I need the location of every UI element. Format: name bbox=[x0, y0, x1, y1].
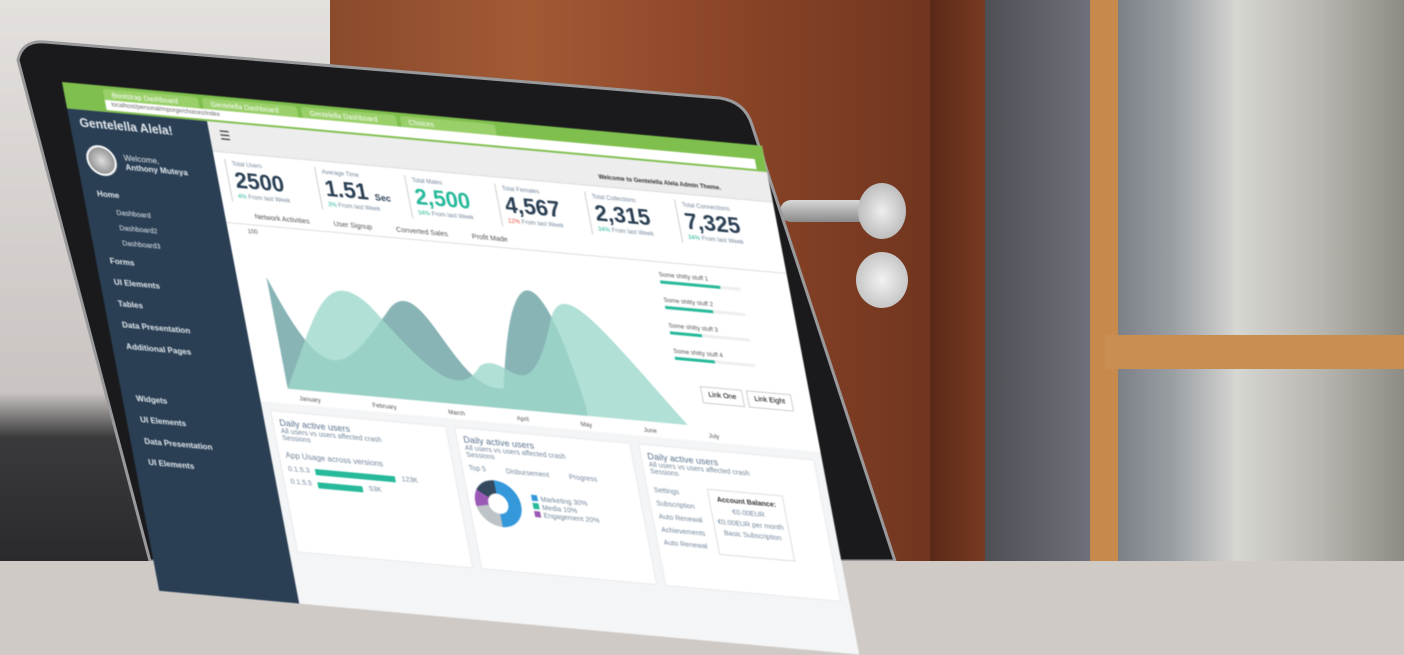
usage-bar bbox=[315, 468, 397, 482]
panel-top5: Daily active users All users vs users af… bbox=[454, 426, 658, 586]
progress-item: Some shitty stuff 2 bbox=[663, 298, 746, 317]
stat-card: Total Connections 7,325 34% From last Wee… bbox=[674, 199, 773, 251]
area-chart bbox=[266, 276, 688, 425]
shelf-plank bbox=[1105, 335, 1404, 369]
stat-change: 34% bbox=[417, 210, 431, 218]
door-frame bbox=[930, 0, 990, 561]
col-header: Progress bbox=[568, 474, 598, 484]
stat-change: 12% bbox=[507, 218, 521, 226]
stat-card: Total Users 2500 4% From last Week bbox=[224, 158, 323, 210]
tab-profit-made[interactable]: Profit Made bbox=[471, 233, 509, 244]
progress-item: Some shitty stuff 3 bbox=[668, 323, 751, 342]
main-content: ☰ Welcome to Gentelella Alela Admin Them… bbox=[207, 121, 859, 654]
panel-app-usage: Daily active users All users vs users af… bbox=[270, 409, 474, 569]
x-tick: February bbox=[372, 403, 398, 412]
door-handle-rose bbox=[858, 183, 906, 239]
stat-card: Total Females 4,567 12% From last Week bbox=[494, 183, 593, 235]
x-tick: May bbox=[580, 422, 593, 430]
shelf-post bbox=[1090, 0, 1118, 561]
progress-fill bbox=[659, 280, 721, 289]
x-tick: July bbox=[708, 433, 721, 441]
avatar bbox=[83, 143, 120, 178]
network-activity-chart: 100 January February March April May June July… bbox=[226, 222, 821, 453]
donut-chart bbox=[470, 478, 526, 530]
stat-card: Total Males 2,500 34% From last Week bbox=[404, 175, 503, 227]
progress-item: Some shitty stuff 1 bbox=[658, 272, 741, 291]
legend-label: Engagement bbox=[543, 512, 585, 524]
tab-network-activities[interactable]: Network Activities bbox=[254, 213, 311, 226]
tab-user-signup[interactable]: User Signup bbox=[333, 220, 373, 232]
blurred-room bbox=[985, 0, 1404, 561]
stat-change: 3% bbox=[327, 202, 338, 210]
usage-value: 123K bbox=[400, 475, 419, 485]
y-tick: 100 bbox=[247, 228, 259, 236]
stat-card: Average Time 1.51 Sec 3% From last Week bbox=[314, 166, 413, 218]
panel-account: Daily active users All users vs users af… bbox=[638, 443, 842, 602]
legend-value: 20% bbox=[584, 516, 601, 525]
stat-change: 34% bbox=[687, 234, 701, 243]
x-tick: April bbox=[516, 416, 530, 424]
progress-fill bbox=[669, 331, 703, 338]
usage-bar bbox=[317, 481, 364, 492]
stat-change: 4% bbox=[237, 193, 248, 201]
stat-change: 34% bbox=[597, 226, 611, 234]
version-label: 0.1.5.5 bbox=[290, 478, 313, 488]
x-tick: June bbox=[643, 427, 658, 436]
version-label: 0.1.5.3 bbox=[287, 465, 311, 475]
tab-converted-sales[interactable]: Converted Sales bbox=[395, 226, 449, 239]
link-eight-button[interactable]: Link Eight bbox=[745, 390, 794, 412]
series-2-area bbox=[287, 290, 688, 425]
progress-item: Some shitty stuff 4 bbox=[673, 349, 756, 368]
menu-toggle-icon[interactable]: ☰ bbox=[218, 128, 232, 144]
x-tick: March bbox=[447, 410, 466, 418]
door-lock bbox=[856, 252, 908, 308]
x-tick: January bbox=[298, 396, 322, 405]
col-header: Disbursement bbox=[505, 468, 550, 480]
col-header: Top 5 bbox=[468, 464, 487, 474]
stat-card: Total Collections 2,315 34% From last Wee… bbox=[584, 191, 683, 243]
laptop-screen: Bootstrap Dashboard Gentelella Dashboard… bbox=[62, 82, 860, 655]
usage-value: 53K bbox=[368, 485, 383, 495]
